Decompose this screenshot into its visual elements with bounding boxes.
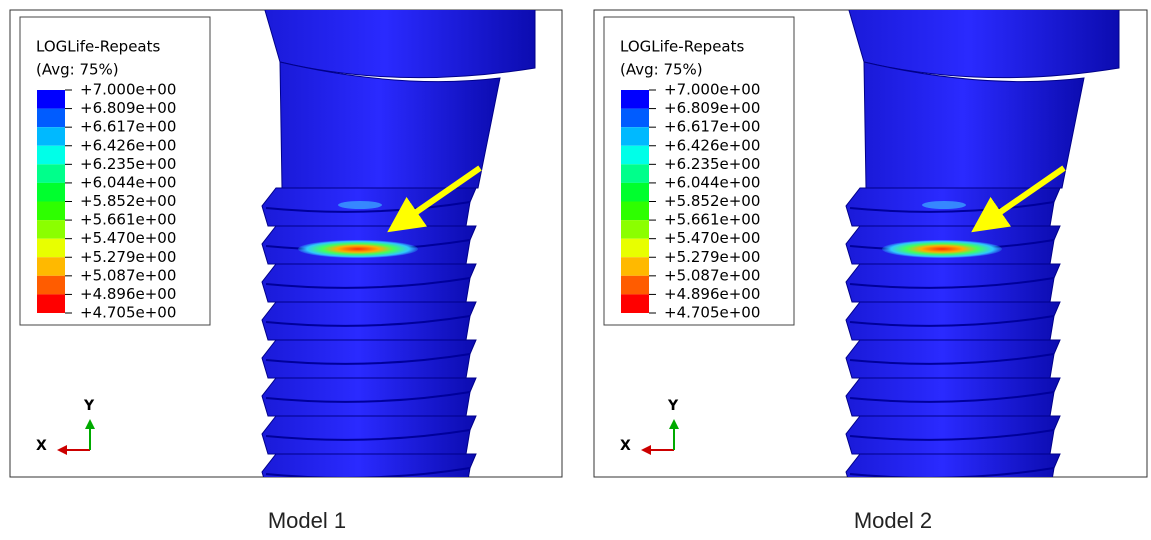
fatigue-hotspot	[882, 240, 1002, 258]
legend-label: +4.705e+00	[80, 304, 176, 322]
legend-swatch	[37, 127, 65, 146]
caption: Model 1	[268, 508, 346, 533]
legend-swatch	[621, 257, 649, 276]
legend-swatch	[37, 294, 65, 313]
screw-neck	[864, 62, 1084, 188]
legend-subtitle: (Avg: 75%)	[36, 61, 119, 79]
legend-label: +5.087e+00	[664, 266, 760, 284]
legend-label: +5.279e+00	[80, 248, 176, 266]
legend-label: +6.044e+00	[80, 173, 176, 191]
legend-swatch	[621, 164, 649, 183]
legend-label: +5.279e+00	[664, 248, 760, 266]
legend-swatch	[621, 239, 649, 258]
legend-label: +5.852e+00	[664, 192, 760, 210]
legend-swatch	[37, 276, 65, 295]
thread	[262, 378, 476, 416]
thread	[846, 416, 1060, 454]
legend-label: +6.426e+00	[80, 136, 176, 154]
legend-label: +6.235e+00	[664, 155, 760, 173]
thread	[262, 264, 476, 302]
screw-head	[262, 0, 535, 78]
legend-swatch	[621, 202, 649, 221]
legend-swatch	[621, 294, 649, 313]
legend-swatch	[621, 146, 649, 165]
legend-swatch	[37, 109, 65, 128]
panel: LOGLife-Repeats (Avg: 75%) +7.000e+00+6.80…	[594, 0, 1147, 533]
thread	[262, 340, 476, 378]
legend-swatch	[37, 90, 65, 109]
legend-title: LOGLife-Repeats	[620, 38, 744, 56]
legend-label: +6.809e+00	[80, 99, 176, 117]
legend-swatch	[37, 239, 65, 258]
legend-label: +5.852e+00	[80, 192, 176, 210]
legend-swatch	[621, 109, 649, 128]
thread	[846, 264, 1060, 302]
legend-swatch	[621, 183, 649, 202]
legend-label: +5.661e+00	[664, 211, 760, 229]
legend-swatch	[621, 127, 649, 146]
legend-label: +4.705e+00	[664, 304, 760, 322]
legend-label: +6.235e+00	[80, 155, 176, 173]
axis-x-label: X	[620, 438, 631, 454]
legend-swatch	[37, 164, 65, 183]
legend-label: +6.617e+00	[664, 118, 760, 136]
legend-swatch	[37, 257, 65, 276]
thread	[262, 416, 476, 454]
caption: Model 2	[854, 508, 932, 533]
thread	[846, 340, 1060, 378]
legend-subtitle: (Avg: 75%)	[620, 61, 703, 79]
thread	[262, 302, 476, 340]
legend-swatch	[621, 276, 649, 295]
legend-label: +7.000e+00	[80, 81, 176, 99]
legend-label: +6.044e+00	[664, 173, 760, 191]
legend-swatch	[37, 183, 65, 202]
thread	[846, 302, 1060, 340]
thread	[846, 378, 1060, 416]
legend-swatch	[621, 220, 649, 239]
axis-x-label: X	[36, 438, 47, 454]
legend-label: +5.661e+00	[80, 211, 176, 229]
spot-small	[338, 201, 382, 209]
screw-neck	[280, 62, 500, 188]
legend-swatch	[37, 146, 65, 165]
legend-label: +4.896e+00	[80, 285, 176, 303]
legend-label: +6.426e+00	[664, 136, 760, 154]
figure: LOGLife-Repeats(Avg: 75%)+7.000e+00+6.80…	[0, 0, 1151, 536]
spot-small	[922, 201, 966, 209]
thread	[262, 454, 476, 492]
fatigue-hotspot	[298, 240, 418, 258]
legend-title: LOGLife-Repeats	[36, 38, 160, 56]
legend-label: +6.617e+00	[80, 118, 176, 136]
legend-label: +7.000e+00	[664, 81, 760, 99]
legend-label: +5.087e+00	[80, 266, 176, 284]
panel: LOGLife-Repeats (Avg: 75%) +7.000e+00+6.80…	[10, 0, 562, 533]
screw-head	[846, 0, 1119, 78]
legend-label: +6.809e+00	[664, 99, 760, 117]
legend-swatch	[621, 90, 649, 109]
legend-swatch	[37, 202, 65, 221]
axis-y-label: Y	[667, 398, 679, 414]
legend-label: +5.470e+00	[664, 229, 760, 247]
legend-label: +4.896e+00	[664, 285, 760, 303]
axis-y-label: Y	[83, 398, 95, 414]
thread	[846, 454, 1060, 492]
legend-swatch	[37, 220, 65, 239]
legend-label: +5.470e+00	[80, 229, 176, 247]
